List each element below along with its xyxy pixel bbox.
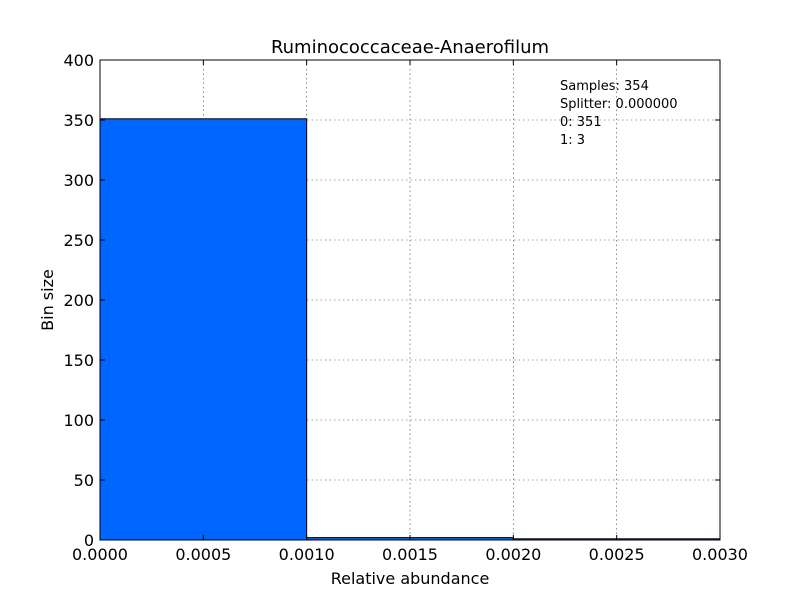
y-tick-label: 0 xyxy=(84,531,94,550)
y-tick-label: 200 xyxy=(63,291,94,310)
annotation-count-0: 0: 351 xyxy=(560,115,602,130)
histogram-bar xyxy=(99,118,308,541)
annotation-samples: Samples: 354 xyxy=(560,79,649,94)
y-axis-label: Bin size xyxy=(38,269,57,331)
axis-ticks xyxy=(99,59,721,541)
y-tick-label: 100 xyxy=(63,411,94,430)
x-tick-label: 0.0005 xyxy=(175,545,231,564)
x-tick-label: 0.0010 xyxy=(279,545,335,564)
y-tick-label: 350 xyxy=(63,111,94,130)
x-tick-labels: 0.0000 0.0005 0.0010 0.0015 0.0020 0.0025 0.00… xyxy=(72,545,748,564)
x-axis-label: Relative abundance xyxy=(331,569,490,588)
annotation-splitter: Splitter: 0.000000 xyxy=(560,97,678,112)
stats-annotation: Samples: 354 Splitter: 0.000000 0: 351 1… xyxy=(560,79,678,148)
y-tick-label: 150 xyxy=(63,351,94,370)
chart-title: Ruminococcaceae-Anaerofilum xyxy=(271,37,549,58)
y-tick-label: 400 xyxy=(63,51,94,70)
x-tick-label: 0.0000 xyxy=(72,545,128,564)
y-tick-label: 300 xyxy=(63,171,94,190)
histogram-bars xyxy=(99,118,721,541)
x-tick-label: 0.0030 xyxy=(692,545,748,564)
annotation-count-1: 1: 3 xyxy=(560,133,585,148)
y-tick-label: 250 xyxy=(63,231,94,250)
y-tick-label: 50 xyxy=(74,471,94,490)
y-tick-labels: 0 50 100 150 200 250 300 350 400 xyxy=(63,51,94,550)
x-tick-label: 0.0025 xyxy=(589,545,645,564)
x-tick-label: 0.0015 xyxy=(382,545,438,564)
x-tick-label: 0.0020 xyxy=(485,545,541,564)
